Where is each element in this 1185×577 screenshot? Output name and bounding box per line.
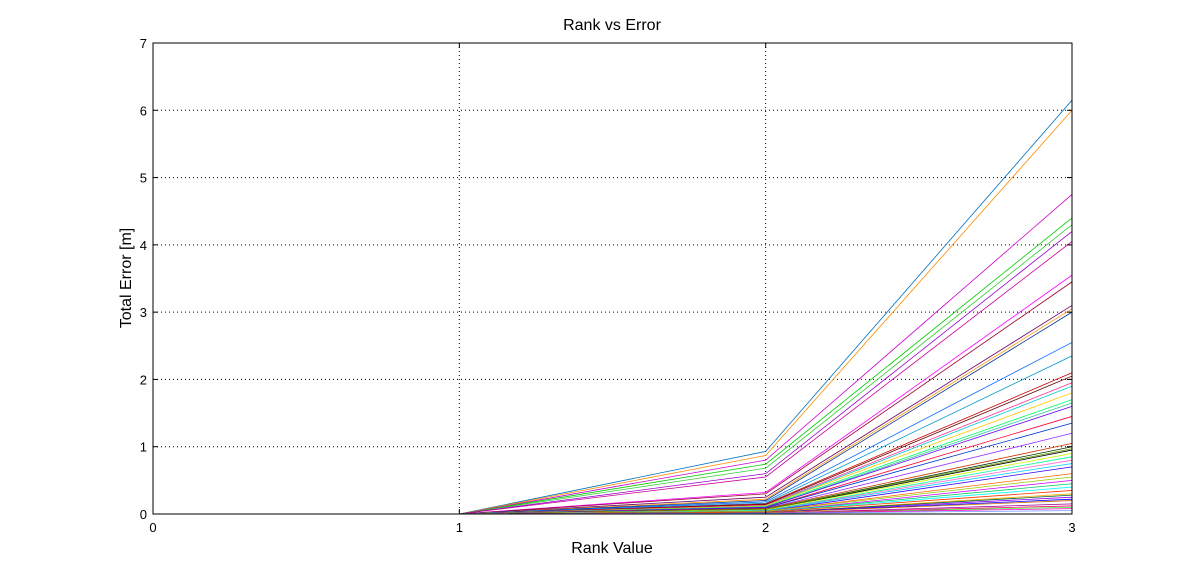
series-line-4 — [459, 217, 1073, 515]
series-line-11 — [459, 308, 1073, 515]
series-line-5 — [459, 224, 1073, 515]
axes-box — [152, 42, 1073, 515]
series-line-3 — [459, 194, 1073, 515]
y-tick-label: 0 — [140, 507, 147, 522]
series-line-1 — [459, 99, 1073, 515]
y-axis-label: Total Error [m] — [118, 228, 135, 328]
series-line-12 — [459, 311, 1073, 515]
y-tick-label: 3 — [140, 305, 147, 320]
series-line-10 — [459, 305, 1073, 515]
series-line-2 — [459, 110, 1073, 515]
y-axis-ticks: 0 1 2 3 4 5 6 7 — [140, 36, 1072, 522]
x-tick-label: 0 — [149, 520, 156, 535]
series-line-8 — [459, 274, 1073, 515]
series-line-13 — [459, 342, 1073, 515]
x-tick-label: 2 — [762, 520, 769, 535]
x-axis-ticks: 0 1 2 3 — [149, 43, 1076, 535]
grid-lines — [153, 43, 1072, 514]
x-axis-label: Rank Value — [571, 540, 653, 557]
y-tick-label: 7 — [140, 36, 147, 51]
series-line-9 — [459, 281, 1073, 515]
x-tick-label: 1 — [456, 520, 463, 535]
y-tick-label: 1 — [140, 440, 147, 455]
y-tick-label: 6 — [140, 103, 147, 118]
y-tick-label: 5 — [140, 171, 147, 186]
plot-area — [153, 43, 1072, 514]
series-line-6 — [459, 231, 1073, 515]
x-tick-label: 3 — [1068, 520, 1075, 535]
chart-title: Rank vs Error — [563, 17, 661, 34]
series-line-7 — [459, 241, 1073, 515]
y-tick-label: 4 — [140, 238, 147, 253]
y-tick-label: 2 — [140, 372, 147, 387]
